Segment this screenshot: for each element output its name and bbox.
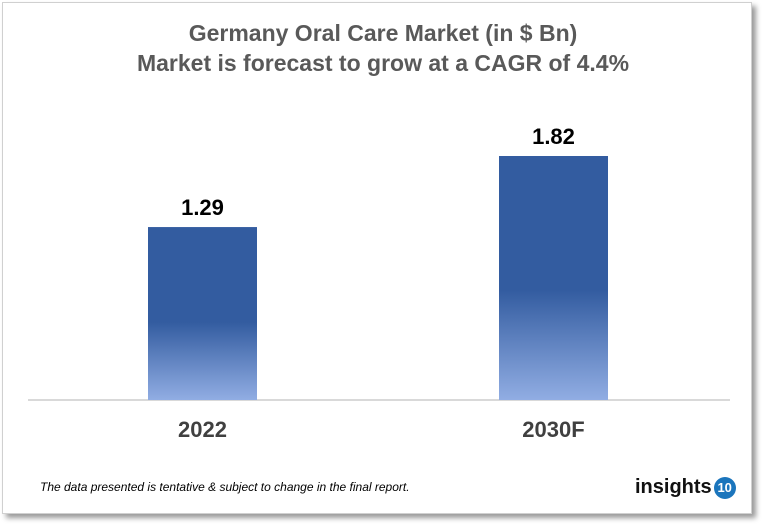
logo-text: insights bbox=[635, 476, 712, 498]
logo-badge: 10 bbox=[713, 476, 736, 499]
data-label: 1.29 bbox=[181, 195, 224, 220]
chart-title: Germany Oral Care Market (in $ Bn) bbox=[188, 20, 578, 46]
bar-2022 bbox=[148, 227, 257, 400]
x-tick-label: 2030F bbox=[522, 417, 584, 442]
x-tick-label: 2022 bbox=[178, 417, 227, 442]
bar-2030F bbox=[499, 156, 608, 400]
disclaimer-note: The data presented is tentative & subjec… bbox=[40, 480, 410, 494]
data-label: 1.82 bbox=[532, 124, 575, 149]
chart-subtitle: Market is forecast to grow at a CAGR of … bbox=[136, 50, 630, 76]
chart-card bbox=[2, 2, 752, 514]
insights10-logo: insights 10 bbox=[635, 476, 736, 499]
